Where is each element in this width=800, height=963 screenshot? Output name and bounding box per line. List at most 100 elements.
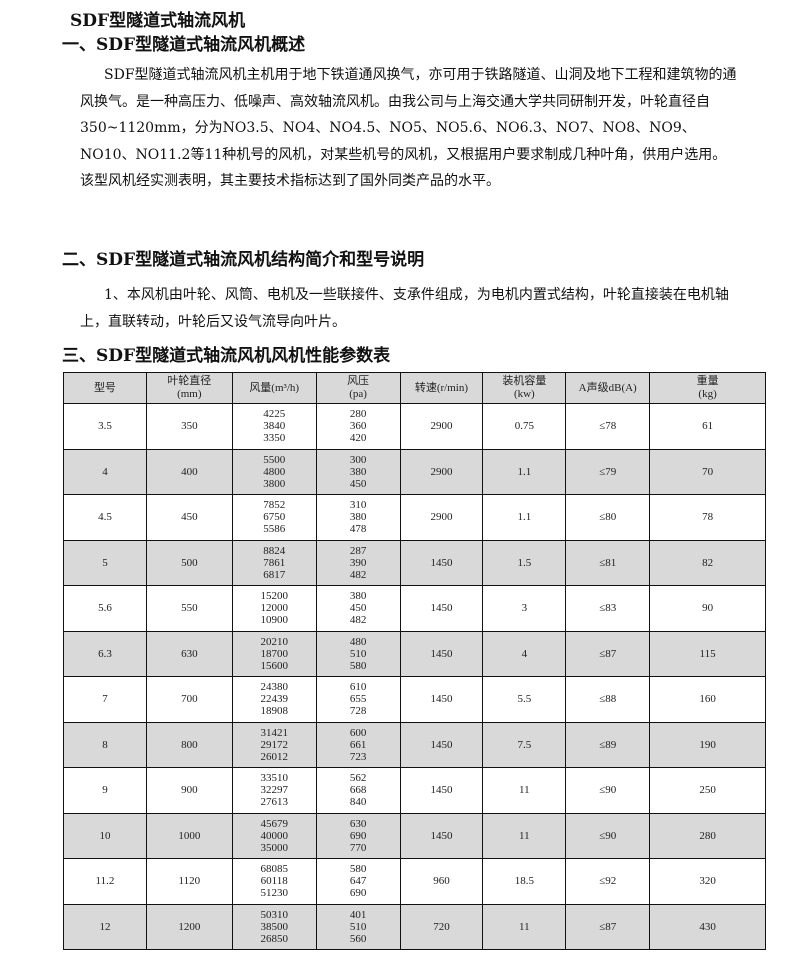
table-cell: 5.5 — [482, 676, 567, 723]
table-cell: 500 — [145, 539, 233, 586]
table-cell: 1450 — [399, 585, 484, 632]
table-cell: ≤90 — [565, 812, 651, 859]
table-cell: 720 — [399, 903, 484, 950]
table-cell: 250 — [649, 767, 766, 814]
table-cell: 1000 — [145, 812, 233, 859]
table-cell: 12 — [63, 903, 147, 950]
table-cell: 11 — [482, 767, 567, 814]
table-row: 5 500 8824 7861 6817 287 390 482 1450 1.5 ≤81 8… — [63, 539, 766, 586]
table-cell: 7 — [63, 676, 147, 723]
table-cell: 287 390 482 — [315, 539, 401, 586]
table-cell: 7.5 — [482, 721, 567, 768]
table-cell: 550 — [145, 585, 233, 632]
column-header: A声级dB(A) — [565, 372, 651, 404]
table-cell: 400 — [145, 448, 233, 495]
table-cell: ≤80 — [565, 494, 651, 541]
table-row: 3.5 350 4225 3840 3350 280 360 420 2900 0.75 ≤… — [63, 403, 766, 450]
table-cell: 90 — [649, 585, 766, 632]
table-cell: 115 — [649, 630, 766, 677]
table-cell: 45679 40000 35000 — [231, 812, 317, 859]
table-cell: 4 — [63, 448, 147, 495]
section1-heading: 一、SDF型隧道式轴流风机概述 — [62, 35, 306, 55]
table-cell: 50310 38500 26850 — [231, 903, 317, 950]
section2-heading: 二、SDF型隧道式轴流风机结构简介和型号说明 — [62, 250, 425, 270]
table-cell: 630 — [145, 630, 233, 677]
table-cell: 78 — [649, 494, 766, 541]
table-cell: 630 690 770 — [315, 812, 401, 859]
table-cell: 350 — [145, 403, 233, 450]
performance-table: 型号 叶轮直径 (mm) 风量(m³/h) 风压 (pa) 转速(r/min) 装机容量 … — [63, 372, 766, 950]
table-cell: 800 — [145, 721, 233, 768]
table-cell: 190 — [649, 721, 766, 768]
table-row: 4 400 5500 4800 3800 300 380 450 2900 1.1 ≤79 7… — [63, 448, 766, 495]
table-cell: 310 380 478 — [315, 494, 401, 541]
table-cell: 11 — [482, 812, 567, 859]
table-cell: 11 — [482, 903, 567, 950]
table-cell: 300 380 450 — [315, 448, 401, 495]
table-cell: 4225 3840 3350 — [231, 403, 317, 450]
table-cell: 1200 — [145, 903, 233, 950]
table-cell: 1450 — [399, 812, 484, 859]
column-header: 叶轮直径 (mm) — [145, 372, 233, 404]
table-cell: 8824 7861 6817 — [231, 539, 317, 586]
table-cell: 960 — [399, 858, 484, 905]
table-cell: 450 — [145, 494, 233, 541]
table-cell: 1450 — [399, 539, 484, 586]
table-cell: 2900 — [399, 494, 484, 541]
table-cell: ≤83 — [565, 585, 651, 632]
section3-heading: 三、SDF型隧道式轴流风机风机性能参数表 — [62, 346, 391, 366]
table-cell: 61 — [649, 403, 766, 450]
column-header: 风量(m³/h) — [231, 372, 317, 404]
table-cell: 7852 6750 5586 — [231, 494, 317, 541]
table-cell: 82 — [649, 539, 766, 586]
table-cell: 5.6 — [63, 585, 147, 632]
table-cell: ≤87 — [565, 903, 651, 950]
table-cell: ≤92 — [565, 858, 651, 905]
table-cell: 1.1 — [482, 494, 567, 541]
table-cell: 480 510 580 — [315, 630, 401, 677]
table-cell: 160 — [649, 676, 766, 723]
table-cell: 562 668 840 — [315, 767, 401, 814]
table-cell: ≤78 — [565, 403, 651, 450]
table-cell: 70 — [649, 448, 766, 495]
table-row: 5.6 550 15200 12000 10900 380 450 482 1450 3 ≤… — [63, 585, 766, 632]
table-row: 9 900 33510 32297 27613 562 668 840 1450 11 ≤9… — [63, 767, 766, 814]
table-cell: 3 — [482, 585, 567, 632]
table-cell: 8 — [63, 721, 147, 768]
column-header: 装机容量 (kw) — [482, 372, 567, 404]
table-cell: 1450 — [399, 676, 484, 723]
table-cell: 320 — [649, 858, 766, 905]
table-cell: 24380 22439 18908 — [231, 676, 317, 723]
table-row: 4.5 450 7852 6750 5586 310 380 478 2900 1.1 ≤8… — [63, 494, 766, 541]
table-cell: 1.5 — [482, 539, 567, 586]
table-cell: 10 — [63, 812, 147, 859]
table-cell: 4 — [482, 630, 567, 677]
table-cell: 5 — [63, 539, 147, 586]
table-cell: 280 360 420 — [315, 403, 401, 450]
table-cell: 2900 — [399, 448, 484, 495]
table-cell: 700 — [145, 676, 233, 723]
table-cell: 20210 18700 15600 — [231, 630, 317, 677]
table-header-row: 型号 叶轮直径 (mm) 风量(m³/h) 风压 (pa) 转速(r/min) 装机容量 … — [63, 372, 766, 404]
table-row: 8 800 31421 29172 26012 600 661 723 1450 7.5 ≤… — [63, 721, 766, 768]
table-cell: 430 — [649, 903, 766, 950]
table-cell: 9 — [63, 767, 147, 814]
table-cell: 380 450 482 — [315, 585, 401, 632]
table-cell: 2900 — [399, 403, 484, 450]
table-cell: 31421 29172 26012 — [231, 721, 317, 768]
table-row: 11.2 1120 68085 60118 51230 580 647 690 960 1… — [63, 858, 766, 905]
table-cell: 610 655 728 — [315, 676, 401, 723]
column-header: 型号 — [63, 372, 147, 404]
table-cell: 5500 4800 3800 — [231, 448, 317, 495]
table-cell: 68085 60118 51230 — [231, 858, 317, 905]
table-cell: 600 661 723 — [315, 721, 401, 768]
table-cell: 280 — [649, 812, 766, 859]
table-cell: 1450 — [399, 630, 484, 677]
table-cell: 0.75 — [482, 403, 567, 450]
column-header: 转速(r/min) — [399, 372, 484, 404]
table-cell: 900 — [145, 767, 233, 814]
section1-text: SDF型隧道式轴流风机主机用于地下铁道通风换气，亦可用于铁路隧道、山洞及地下工程… — [80, 67, 737, 189]
table-cell: 33510 32297 27613 — [231, 767, 317, 814]
column-header: 风压 (pa) — [315, 372, 401, 404]
